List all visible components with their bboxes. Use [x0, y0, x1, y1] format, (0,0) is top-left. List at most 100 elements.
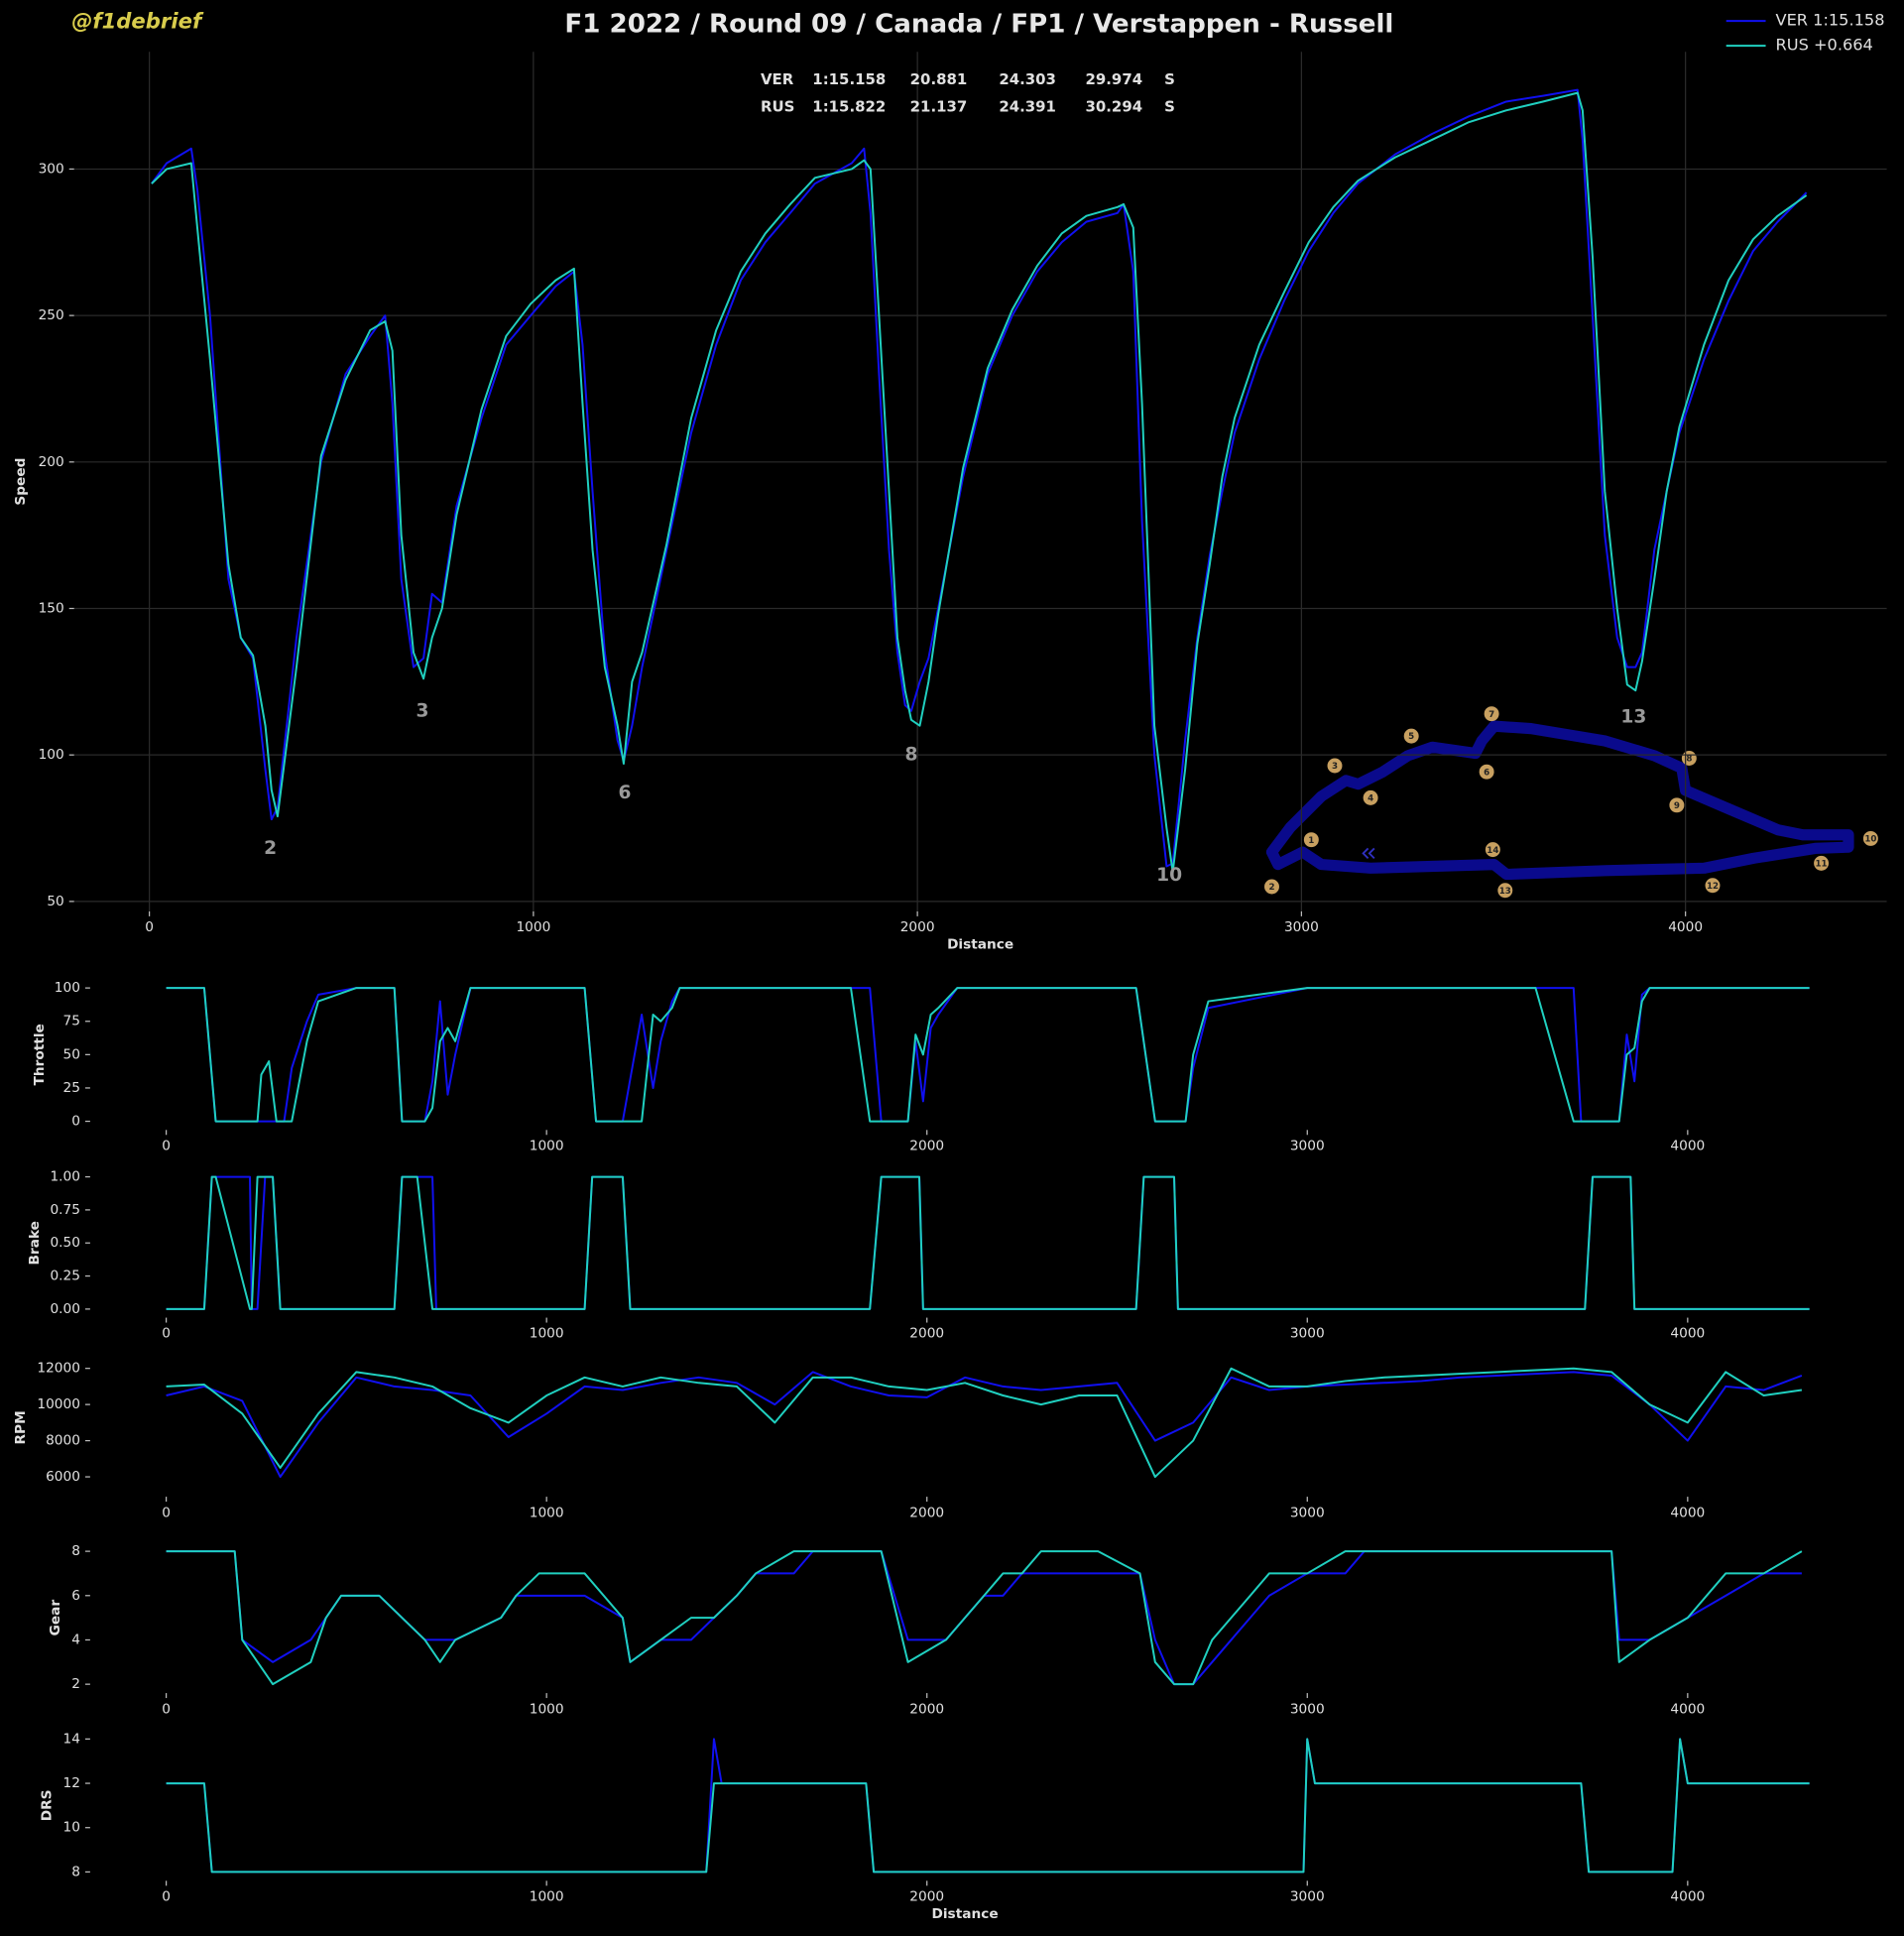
corner-number: 2: [1268, 883, 1274, 893]
legend-label: RUS +0.664: [1776, 36, 1873, 55]
corner-annotation: 6: [619, 783, 632, 803]
corner-number: 11: [1816, 859, 1828, 869]
x-tick-label: 2000: [909, 1505, 944, 1520]
x-tick-label: 0: [162, 1326, 171, 1342]
corner-number: 9: [1674, 801, 1680, 811]
sector-cell: 30.294: [1085, 97, 1142, 115]
corner-marker: [1303, 832, 1319, 848]
x-tick-label: 3000: [1290, 1505, 1325, 1520]
x-tick-label: 4000: [1670, 1889, 1705, 1905]
x-tick-label: 0: [162, 1505, 171, 1520]
x-tick-label: 4000: [1670, 1505, 1705, 1520]
x-tick-label: 2000: [909, 1138, 944, 1153]
corner-marker: [1479, 764, 1494, 780]
x-tick-label: 2000: [909, 1889, 944, 1905]
y-tick-label: 8: [71, 1543, 80, 1559]
x-tick-label: 4000: [1668, 919, 1703, 935]
y-tick-label: 4: [71, 1632, 80, 1647]
series-line: [166, 1550, 1803, 1686]
corner-annotation: 10: [1156, 865, 1182, 886]
corner-number: 12: [1707, 882, 1719, 892]
x-axis-label: Distance: [947, 937, 1013, 953]
x-axis-label: Distance: [932, 1906, 999, 1922]
corner-marker: [1497, 883, 1513, 899]
sector-cell: S: [1164, 97, 1175, 115]
series-line: [166, 987, 1810, 1123]
sector-cell: 24.391: [999, 97, 1056, 115]
x-tick-label: 2000: [900, 919, 935, 935]
x-tick-label: 2000: [909, 1701, 944, 1717]
x-tick-label: 0: [162, 1889, 171, 1905]
y-tick-label: 14: [63, 1731, 80, 1747]
y-tick-label: 2: [71, 1676, 80, 1692]
corner-annotation: 13: [1620, 706, 1646, 727]
corner-annotation: 8: [904, 745, 917, 766]
corner-number: 14: [1487, 846, 1498, 856]
y-tick-label: 6: [71, 1588, 80, 1604]
y-tick-label: 50: [47, 894, 63, 909]
y-tick-label: 100: [39, 747, 64, 763]
legend-label: VER 1:15.158: [1776, 11, 1885, 30]
x-tick-label: 1000: [530, 1505, 564, 1520]
sector-cell: 20.881: [910, 70, 968, 88]
y-tick-label: 8: [71, 1864, 80, 1879]
sector-cell: RUS: [761, 97, 794, 115]
x-tick-label: 4000: [1670, 1138, 1705, 1153]
y-axis-label: Brake: [27, 1221, 43, 1265]
corner-number: 5: [1408, 732, 1414, 742]
y-tick-label: 75: [63, 1014, 80, 1029]
sector-cell: 1:15.158: [812, 70, 886, 88]
series-line: [166, 1738, 1810, 1874]
y-axis-label: DRS: [39, 1790, 55, 1822]
y-tick-label: 0.50: [50, 1235, 79, 1251]
corner-marker: [1403, 728, 1419, 744]
corner-marker: [1669, 797, 1685, 813]
direction-arrow: [1362, 847, 1375, 860]
series-line: [151, 88, 1808, 868]
y-tick-label: 0.75: [50, 1202, 79, 1218]
corner-marker: [1484, 706, 1499, 722]
corner-marker: [1485, 842, 1500, 858]
x-tick-label: 1000: [530, 1326, 564, 1342]
sector-cell: 1:15.822: [812, 97, 886, 115]
sector-cell: 29.974: [1085, 70, 1142, 88]
corner-number: 6: [1484, 768, 1489, 778]
corner-marker: [1327, 758, 1343, 774]
y-tick-label: 12: [63, 1775, 80, 1791]
track-outline: [1265, 720, 1854, 881]
x-tick-label: 4000: [1670, 1326, 1705, 1342]
corner-annotation: 3: [416, 700, 428, 721]
y-tick-label: 300: [39, 161, 64, 177]
corner-marker: [1264, 879, 1279, 895]
x-tick-label: 1000: [530, 1138, 564, 1153]
sector-cell: 21.137: [910, 97, 968, 115]
y-tick-label: 200: [39, 454, 64, 470]
corner-annotation: 2: [264, 838, 277, 859]
x-tick-label: 1000: [530, 1889, 564, 1905]
y-tick-label: 0.25: [50, 1269, 79, 1284]
x-tick-label: 0: [162, 1138, 171, 1153]
series-line: [166, 1550, 1802, 1686]
corner-number: 4: [1368, 793, 1373, 803]
series-line: [166, 1175, 1810, 1310]
x-tick-label: 1000: [516, 919, 550, 935]
corner-number: 10: [1864, 835, 1876, 845]
x-tick-label: 3000: [1290, 1889, 1325, 1905]
x-tick-label: 3000: [1290, 1138, 1325, 1153]
y-axis-label: Speed: [13, 458, 29, 506]
y-tick-label: 10000: [37, 1396, 80, 1412]
x-tick-label: 3000: [1284, 919, 1319, 935]
corner-number: 13: [1499, 887, 1511, 897]
y-axis-label: Gear: [48, 1600, 63, 1636]
watermark: @f1debrief: [71, 8, 204, 33]
y-tick-label: 100: [55, 980, 80, 996]
corner-marker: [1363, 789, 1378, 805]
corner-number: 1: [1308, 836, 1314, 846]
y-tick-label: 150: [39, 600, 64, 616]
x-tick-label: 1000: [530, 1701, 564, 1717]
y-axis-label: Throttle: [32, 1024, 48, 1085]
sector-cell: S: [1164, 70, 1175, 88]
